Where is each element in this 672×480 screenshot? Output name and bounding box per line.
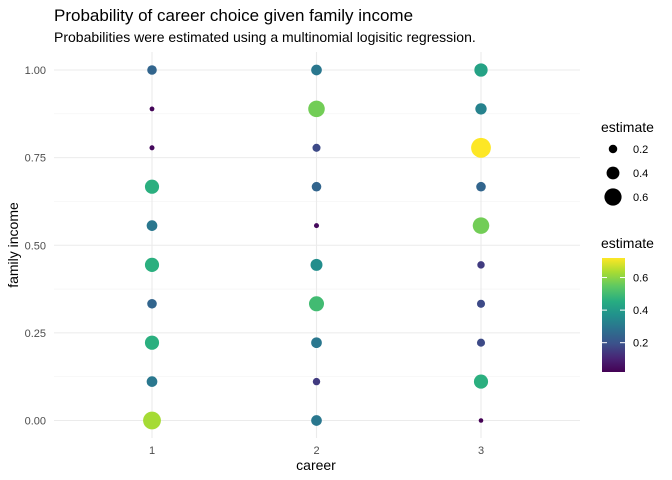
data-point xyxy=(146,220,158,231)
legend-size-key xyxy=(608,144,618,154)
legend-colorbar xyxy=(602,258,625,372)
data-points xyxy=(143,63,491,430)
x-tick-label: 3 xyxy=(478,445,484,457)
legend-size-key xyxy=(604,188,622,206)
data-point xyxy=(476,181,486,192)
data-point xyxy=(146,376,158,387)
data-point xyxy=(144,335,160,350)
data-point xyxy=(312,377,321,386)
data-point xyxy=(476,338,486,347)
data-point xyxy=(477,261,485,269)
y-tick-label: 0.25 xyxy=(25,328,46,340)
data-point xyxy=(311,337,322,349)
legend-size-label: 0.2 xyxy=(633,144,648,156)
data-point xyxy=(308,296,325,312)
x-axis-title: career xyxy=(296,457,336,473)
chart-title: Probability of career choice given famil… xyxy=(54,6,413,25)
data-point xyxy=(478,418,484,423)
legend-color-label: 0.4 xyxy=(633,305,648,317)
data-point xyxy=(475,103,487,115)
legend-color-title: estimate xyxy=(601,235,654,251)
data-point xyxy=(472,217,490,234)
y-axis-title: family income xyxy=(5,202,21,288)
y-tick-label: 0.75 xyxy=(25,153,46,165)
legend-color: estimate 0.2 0.4 0.6 xyxy=(601,235,654,372)
data-point xyxy=(311,415,322,426)
data-point xyxy=(474,63,488,77)
data-point xyxy=(312,143,321,152)
y-axis-ticks: 0.00 0.25 0.50 0.75 1.00 xyxy=(25,65,46,428)
data-point xyxy=(313,223,320,229)
legend-size: estimate 0.2 0.4 0.6 xyxy=(601,119,654,206)
data-point xyxy=(310,258,323,271)
data-point xyxy=(308,100,325,118)
y-tick-label: 0.50 xyxy=(25,240,46,252)
data-point xyxy=(149,106,155,112)
data-point xyxy=(144,179,160,194)
x-tick-label: 2 xyxy=(313,445,319,457)
data-point xyxy=(473,374,489,389)
legend-color-label: 0.6 xyxy=(633,273,648,285)
x-tick-label: 1 xyxy=(149,445,155,457)
legend-size-label: 0.4 xyxy=(633,168,648,180)
legend-color-label: 0.2 xyxy=(633,338,648,350)
data-point xyxy=(144,257,160,272)
data-point xyxy=(147,65,157,75)
data-point xyxy=(143,411,161,430)
data-point xyxy=(149,145,155,151)
y-tick-label: 1.00 xyxy=(25,65,46,77)
legend-size-label: 0.6 xyxy=(633,192,648,204)
legend-size-key xyxy=(606,166,620,180)
data-point xyxy=(476,299,486,308)
data-point xyxy=(147,298,157,309)
data-point xyxy=(471,137,491,158)
chart-subtitle: Probabilities were estimated using a mul… xyxy=(54,29,476,45)
y-tick-label: 0.00 xyxy=(25,416,46,428)
legend-size-title: estimate xyxy=(601,119,654,135)
data-point xyxy=(311,64,322,76)
x-axis-ticks: 1 2 3 xyxy=(149,445,484,457)
data-point xyxy=(311,181,322,192)
